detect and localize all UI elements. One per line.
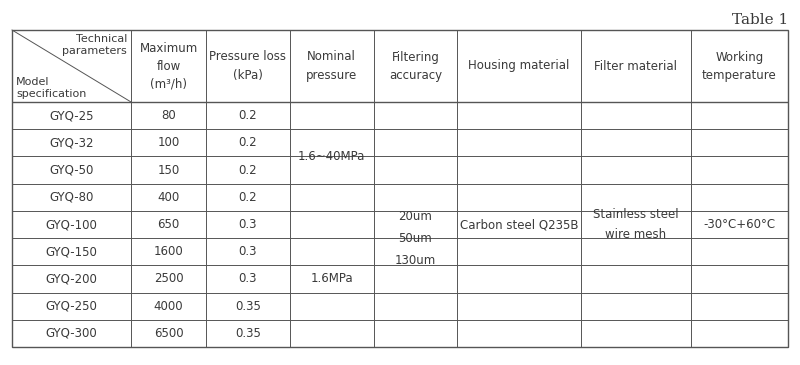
Text: 0.35: 0.35	[235, 300, 261, 313]
Text: Nominal
pressure: Nominal pressure	[306, 50, 358, 81]
Text: 0.3: 0.3	[238, 245, 257, 258]
Text: 20um
50um
130um: 20um 50um 130um	[395, 210, 436, 266]
Text: Housing material: Housing material	[468, 59, 570, 73]
Text: 0.35: 0.35	[235, 327, 261, 340]
Text: GYQ-80: GYQ-80	[50, 191, 94, 204]
Text: -30°C+60°C: -30°C+60°C	[703, 218, 775, 231]
Text: 0.2: 0.2	[238, 191, 257, 204]
Text: 4000: 4000	[154, 300, 183, 313]
Bar	[12, 30, 788, 347]
Text: 650: 650	[158, 218, 180, 231]
Text: 80: 80	[161, 109, 176, 122]
Text: GYQ-25: GYQ-25	[50, 109, 94, 122]
Text: Maximum
flow
(m³/h): Maximum flow (m³/h)	[139, 42, 198, 91]
Text: 1.6MPa: 1.6MPa	[310, 272, 353, 285]
Text: GYQ-50: GYQ-50	[50, 164, 94, 177]
Text: GYQ-100: GYQ-100	[46, 218, 98, 231]
Text: 1600: 1600	[154, 245, 183, 258]
Text: 0.2: 0.2	[238, 137, 257, 149]
Text: 2500: 2500	[154, 272, 183, 285]
Text: 0.3: 0.3	[238, 218, 257, 231]
Text: Table 1: Table 1	[732, 13, 788, 27]
Text: GYQ-250: GYQ-250	[46, 300, 98, 313]
Text: GYQ-200: GYQ-200	[46, 272, 98, 285]
Text: Filtering
accuracy: Filtering accuracy	[389, 50, 442, 81]
Text: Stainless steel
wire mesh: Stainless steel wire mesh	[593, 208, 678, 241]
Text: 100: 100	[158, 137, 180, 149]
Text: 400: 400	[158, 191, 180, 204]
Text: 1.6~40MPa: 1.6~40MPa	[298, 150, 366, 163]
Text: Technical
    parameters: Technical parameters	[48, 34, 127, 55]
Text: GYQ-32: GYQ-32	[50, 137, 94, 149]
Text: 150: 150	[158, 164, 180, 177]
Text: Pressure loss
(kPa): Pressure loss (kPa)	[210, 50, 286, 81]
Text: Model
specification: Model specification	[16, 77, 86, 99]
Text: 0.3: 0.3	[238, 272, 257, 285]
Text: Carbon steel Q235B: Carbon steel Q235B	[460, 218, 578, 231]
Text: 0.2: 0.2	[238, 164, 257, 177]
Text: Filter material: Filter material	[594, 59, 678, 73]
Text: 6500: 6500	[154, 327, 183, 340]
Text: Working
temperature: Working temperature	[702, 50, 777, 81]
Text: GYQ-150: GYQ-150	[46, 245, 98, 258]
Text: GYQ-300: GYQ-300	[46, 327, 98, 340]
Text: 0.2: 0.2	[238, 109, 257, 122]
